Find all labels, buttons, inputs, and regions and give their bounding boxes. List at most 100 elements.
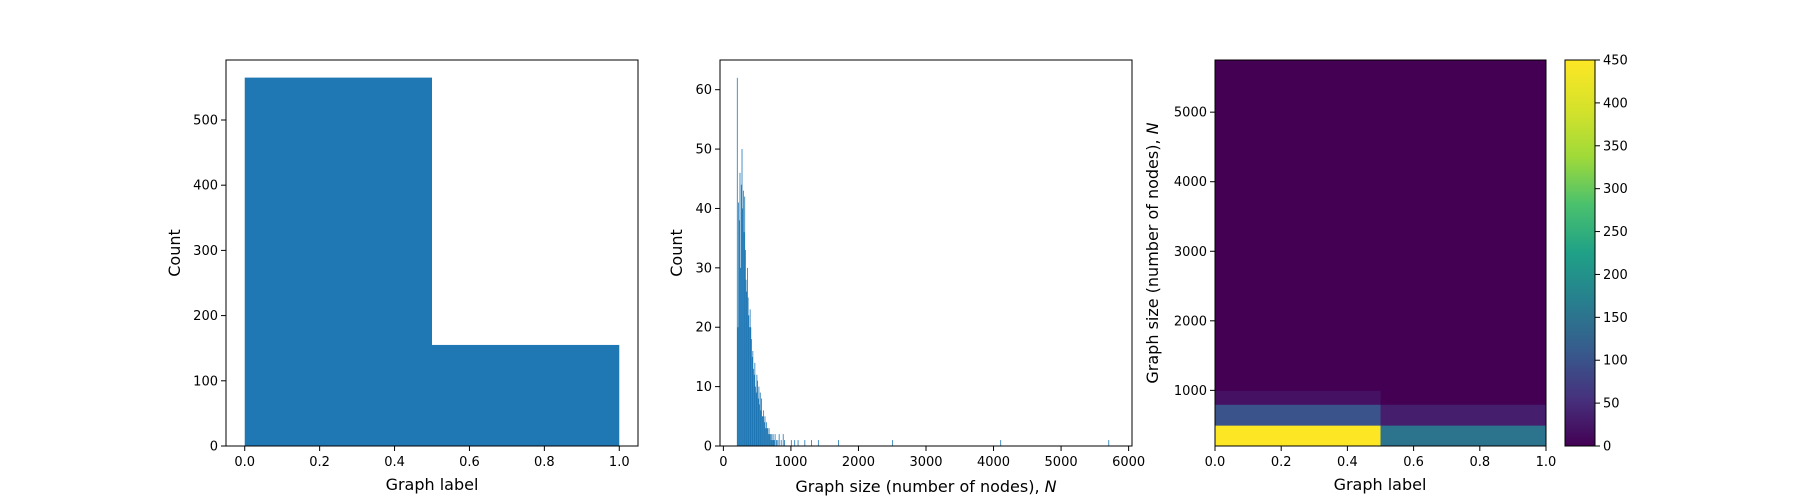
size-histogram-bar	[770, 440, 772, 446]
size-histogram-bar	[763, 422, 765, 446]
label-histogram-bars	[244, 77, 620, 446]
size-histogram-bar	[782, 434, 784, 446]
heatmap-y-tick-label: 1000	[1174, 384, 1207, 399]
size-histogram-bar	[737, 327, 739, 446]
size-histogram-bar	[811, 440, 812, 446]
size-histogram-y-tick-label: 30	[695, 261, 712, 276]
label-histogram-y-ticks: 0 100 200 300 400 500	[193, 113, 226, 455]
heatmap-x-tick-label: 0.6	[1403, 455, 1424, 470]
heatmap-y-label-var: N	[1143, 122, 1162, 134]
size-histogram-bar	[804, 440, 806, 446]
label-histogram-y-tick-label: 0	[210, 440, 218, 455]
size-histogram-bar	[744, 250, 746, 446]
size-histogram-bar	[742, 208, 744, 446]
label-histogram-bar	[244, 77, 432, 446]
label-histogram-x-tick-label: 0.2	[309, 455, 330, 470]
size-histogram-bar	[760, 410, 762, 446]
size-histogram-x-tick-label: 1000	[774, 455, 807, 470]
size-histogram-bar	[765, 422, 767, 446]
heatmap-x-ticks: 0.0 0.2 0.4 0.6 0.8 1.0	[1205, 446, 1557, 470]
size-histogram-bar	[747, 267, 748, 446]
size-histogram-bar	[736, 77, 738, 447]
label-histogram-x-tick-label: 0.6	[459, 455, 480, 470]
size-histogram-bar	[739, 172, 741, 447]
colorbar-tick-label: 300	[1603, 182, 1628, 197]
size-histogram-bar	[748, 315, 750, 446]
size-histogram-panel: 0 1000 2000 3000 4000 5000 6000 0102030405060 …	[667, 59, 1145, 496]
label-histogram-y-tick-label: 200	[193, 309, 218, 324]
size-histogram-bar	[1108, 440, 1110, 446]
size-histogram-bar	[790, 440, 792, 446]
size-histogram-bar	[751, 339, 752, 446]
size-histogram-bar	[768, 428, 770, 446]
size-histogram-y-tick-label: 40	[695, 202, 712, 217]
heatmap-y-tick-label: 5000	[1174, 106, 1207, 121]
size-histogram-bar	[794, 440, 796, 446]
heatmap-y-tick-label: 4000	[1174, 175, 1207, 190]
label-histogram-y-label: Count	[165, 229, 184, 277]
size-histogram-bar	[817, 440, 819, 446]
size-histogram-bar	[1000, 440, 1002, 446]
label-histogram-y-tick-label: 400	[193, 179, 218, 194]
size-histogram-bar	[761, 416, 763, 446]
size-histogram-bar	[892, 440, 894, 446]
heatmap-cell	[1380, 425, 1547, 447]
heatmap-x-tick-label: 0.0	[1205, 455, 1226, 470]
size-histogram-bar	[752, 350, 754, 446]
colorbar-tick-label: 150	[1603, 311, 1628, 326]
size-histogram-bar	[742, 190, 744, 446]
size-histogram-y-tick-label: 10	[695, 380, 712, 395]
size-histogram-bar	[777, 440, 779, 446]
size-histogram-bar	[757, 398, 759, 446]
size-histogram-y-tick-label: 20	[695, 321, 712, 336]
size-histogram-y-tick-label: 60	[695, 83, 712, 98]
colorbar-tick-label: 350	[1603, 139, 1628, 154]
label-histogram-x-tick-label: 0.0	[234, 455, 255, 470]
size-histogram-bar	[746, 291, 748, 446]
label-histogram-x-ticks: 0.0 0.2 0.4 0.6 0.8 1.0	[234, 446, 630, 470]
heatmap-x-tick-label: 0.4	[1337, 455, 1358, 470]
size-histogram-bar	[767, 434, 769, 446]
colorbar	[1565, 60, 1595, 446]
heatmap-cell	[1380, 404, 1547, 426]
heatmap-y-label-text: Graph size (number of nodes),	[1143, 134, 1162, 383]
size-histogram-bar	[749, 327, 750, 446]
label-histogram-x-tick-label: 0.8	[534, 455, 555, 470]
label-histogram-x-tick-label: 1.0	[609, 455, 630, 470]
size-histogram-bar	[769, 434, 771, 446]
size-histogram-bar	[753, 368, 754, 446]
size-histogram-bar	[750, 327, 752, 446]
size-histogram-x-tick-label: 4000	[977, 455, 1010, 470]
size-histogram-bar	[761, 398, 762, 446]
size-histogram-bar	[774, 440, 775, 446]
size-histogram-bar	[749, 309, 751, 446]
heatmap-x-tick-label: 1.0	[1536, 455, 1557, 470]
label-histogram-frame	[225, 59, 639, 447]
size-histogram-bar	[771, 434, 773, 446]
colorbar-ticks: 0 50 100 150 200 250 300 350 400 450	[1595, 54, 1628, 455]
size-histogram-bar	[738, 202, 740, 446]
size-histogram-bar	[772, 434, 774, 446]
size-histogram-bar	[740, 184, 742, 446]
size-histogram-x-tick-label: 6000	[1112, 455, 1145, 470]
size-histogram-bar	[774, 434, 776, 446]
heatmap-cell	[1380, 60, 1547, 391]
size-histogram-bar	[743, 232, 745, 446]
heatmap-y-tick-label: 3000	[1174, 245, 1207, 260]
size-histogram-y-ticks: 0 10 20 30 40 50 60	[695, 83, 720, 455]
colorbar-tick-label: 0	[1603, 440, 1611, 455]
colorbar-tick-label: 200	[1603, 268, 1628, 283]
size-histogram-bar	[784, 440, 785, 446]
colorbar-frame	[1564, 59, 1596, 447]
size-histogram-bar	[753, 374, 755, 446]
size-histogram-bar	[780, 440, 782, 446]
label-histogram-y-tick-label: 100	[193, 374, 218, 389]
colorbar-tick-label: 250	[1603, 225, 1628, 240]
colorbar-tick-label: 400	[1603, 96, 1628, 111]
size-histogram-bar	[778, 434, 780, 446]
heatmap-y-label: Graph size (number of nodes), N	[1143, 122, 1162, 383]
size-histogram-bar	[759, 392, 761, 446]
size-histogram-bar	[755, 392, 757, 446]
size-histogram-bar	[758, 386, 760, 446]
